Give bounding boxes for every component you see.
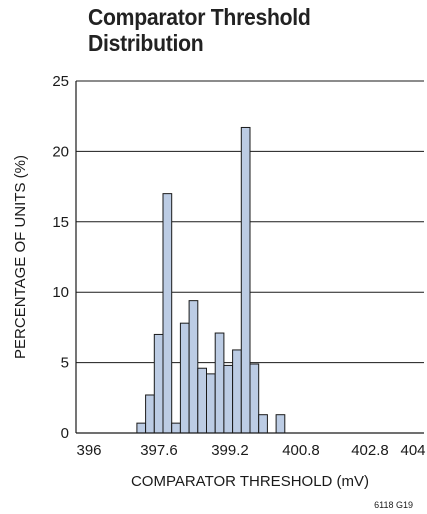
y-tick-label: 10 bbox=[52, 284, 69, 301]
histogram-bar bbox=[206, 373, 216, 434]
x-tick-label: 402.8 bbox=[351, 442, 389, 459]
histogram-bar bbox=[232, 349, 242, 434]
chart-title-line: Comparator Threshold bbox=[88, 4, 311, 30]
histogram-bar bbox=[197, 367, 208, 434]
y-tick-label: 25 bbox=[52, 73, 69, 90]
histogram-bar bbox=[136, 422, 147, 434]
histogram-bar bbox=[162, 193, 173, 434]
figure-id: 6118 G19 bbox=[374, 500, 413, 510]
y-tick-label: 0 bbox=[61, 425, 69, 442]
y-tick-label: 15 bbox=[52, 214, 69, 231]
histogram-bar bbox=[275, 414, 286, 434]
x-tick-label: 400.8 bbox=[282, 442, 320, 459]
histogram-bar bbox=[171, 422, 181, 434]
y-tick-labels: 0 5 10 15 20 25 bbox=[52, 73, 69, 442]
x-tick-label: 397.6 bbox=[140, 442, 178, 459]
histogram-bar bbox=[153, 333, 164, 434]
histogram-bar bbox=[179, 322, 190, 434]
x-tick-labels: 396 397.6 399.2 400.8 402.8 404 bbox=[76, 442, 425, 459]
y-axis-label: PERCENTAGE OF UNITS (%) bbox=[12, 155, 29, 359]
chart-title-line: Distribution bbox=[88, 30, 204, 56]
x-axis-label: COMPARATOR THRESHOLD (mV) bbox=[131, 473, 369, 490]
y-tick-label: 20 bbox=[52, 143, 69, 160]
histogram-bar bbox=[249, 363, 260, 434]
histogram-bar bbox=[214, 332, 225, 434]
y-tick-label: 5 bbox=[61, 355, 69, 372]
histogram-bars bbox=[136, 126, 286, 434]
chart-title: Comparator Threshold Distribution bbox=[88, 4, 392, 56]
histogram-bar bbox=[188, 300, 199, 434]
histogram-bar bbox=[258, 414, 268, 434]
x-tick-label: 404 bbox=[400, 442, 425, 459]
x-tick-label: 399.2 bbox=[211, 442, 249, 459]
x-tick-label: 396 bbox=[76, 442, 101, 459]
histogram-bar bbox=[240, 126, 251, 434]
axes bbox=[75, 81, 424, 434]
histogram-bar bbox=[223, 364, 234, 434]
histogram-bar bbox=[145, 394, 155, 434]
